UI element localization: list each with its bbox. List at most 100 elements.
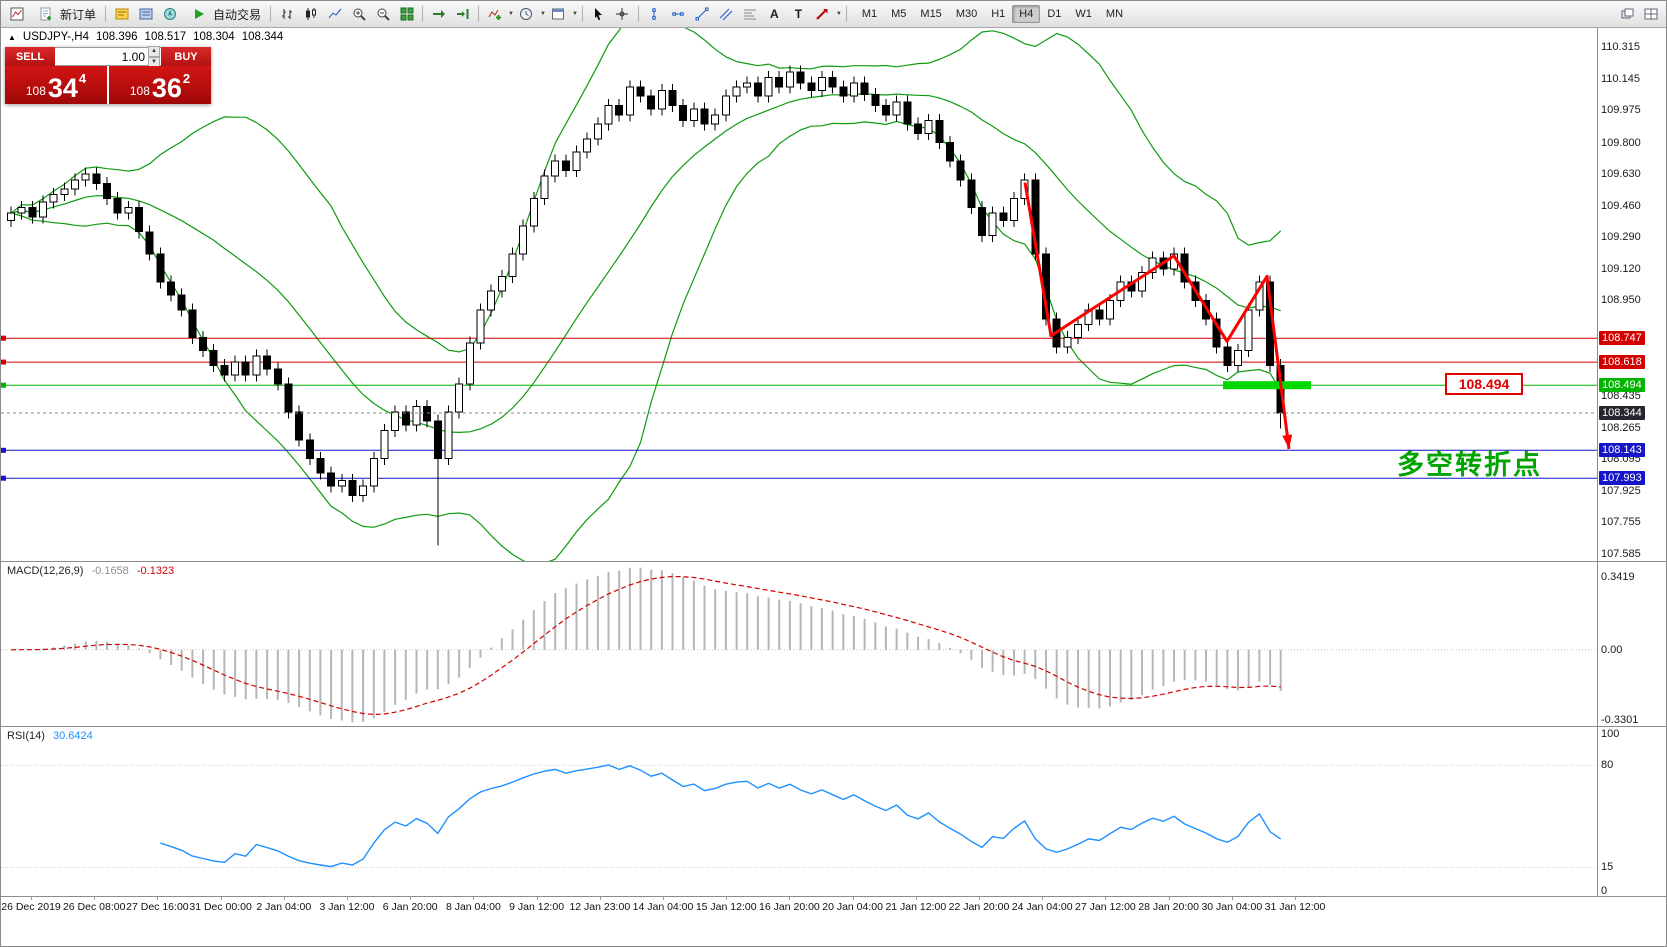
symbol-name: USDJPY-,H4 bbox=[22, 31, 89, 43]
turning-point-annotation[interactable]: 多空转折点 bbox=[1397, 450, 1542, 480]
market-watch-icon[interactable] bbox=[110, 4, 133, 25]
time-label: 15 Jan 12:00 bbox=[695, 901, 757, 913]
rsi-panel-canvas[interactable] bbox=[1, 727, 1597, 896]
time-label: 9 Jan 12:00 bbox=[509, 901, 565, 913]
axis-price-label: 109.120 bbox=[1601, 263, 1641, 275]
dropdown-caret-icon[interactable]: ▼ bbox=[835, 11, 842, 17]
axis-price-label: 107.585 bbox=[1601, 548, 1641, 560]
vertical-line-icon[interactable] bbox=[643, 4, 666, 25]
new-order-label: 新订单 bbox=[60, 7, 97, 22]
timeframe-m15-button[interactable]: M15 bbox=[920, 8, 942, 20]
price-tag-annotation[interactable]: 108.494 bbox=[1445, 373, 1523, 395]
timeframe-m1-button[interactable]: M1 bbox=[861, 8, 878, 20]
time-tick bbox=[220, 897, 222, 900]
fibonacci-icon[interactable] bbox=[739, 4, 762, 25]
axis-price-label: 109.975 bbox=[1601, 104, 1641, 116]
macd-panel-canvas[interactable] bbox=[1, 562, 1597, 726]
indicators-icon[interactable] bbox=[483, 4, 506, 25]
auto-trading-icon bbox=[187, 4, 210, 25]
crosshair-icon[interactable] bbox=[611, 4, 634, 25]
volume-up-arrow-icon[interactable]: ▲ bbox=[148, 45, 160, 57]
time-label: 2 Jan 04:00 bbox=[256, 901, 312, 913]
axis-price-label: 108.265 bbox=[1601, 422, 1641, 434]
label-tool-icon[interactable]: T bbox=[794, 7, 803, 21]
zoom-in-icon[interactable] bbox=[347, 4, 370, 25]
sell-button[interactable]: SELL bbox=[5, 47, 55, 66]
dropdown-caret-icon[interactable]: ▼ bbox=[539, 11, 546, 17]
trend-arrow-line[interactable] bbox=[1023, 182, 1291, 450]
timeframe-h1-button[interactable]: H1 bbox=[991, 8, 1006, 20]
price-label-108.747: 108.747 bbox=[1599, 331, 1645, 345]
buy-price-point: 2 bbox=[182, 71, 191, 86]
auto-trading-button[interactable]: 自动交易 bbox=[182, 3, 266, 26]
windows-tile-icon[interactable] bbox=[1639, 4, 1662, 25]
current-price-label: 108.344 bbox=[1599, 406, 1645, 420]
bollinger-bands bbox=[10, 27, 1282, 561]
chart-shift-icon[interactable] bbox=[451, 4, 474, 25]
periods-icon[interactable] bbox=[515, 4, 538, 25]
time-label: 6 Jan 20:00 bbox=[382, 901, 438, 913]
line-chart-icon[interactable] bbox=[323, 4, 346, 25]
auto-scroll-icon[interactable] bbox=[427, 4, 450, 25]
support-zone-highlight[interactable] bbox=[1223, 381, 1311, 390]
pane-separator[interactable] bbox=[1, 726, 1666, 727]
tile-windows-icon[interactable] bbox=[395, 4, 418, 25]
timeframe-w1-button[interactable]: W1 bbox=[1075, 8, 1092, 20]
new-order-button[interactable]: 新订单 bbox=[29, 3, 101, 26]
rsi-scale-label: 15 bbox=[1601, 861, 1614, 873]
templates-icon[interactable] bbox=[547, 4, 570, 25]
zoom-out-icon[interactable] bbox=[371, 4, 394, 25]
buy-price-button[interactable]: 108 36 2 bbox=[109, 66, 211, 104]
buy-price-pips: 36 bbox=[151, 73, 182, 103]
symbol-ohlc-header: ▲ USDJPY-,H4 108.396 108.517 108.304 108… bbox=[8, 31, 283, 43]
toolbar-separator bbox=[581, 6, 583, 22]
time-tick bbox=[1042, 897, 1044, 900]
time-tick bbox=[1105, 897, 1107, 900]
timeframe-m30-button[interactable]: M30 bbox=[955, 8, 978, 20]
bar-chart-icon[interactable] bbox=[275, 4, 298, 25]
time-label: 27 Jan 12:00 bbox=[1075, 901, 1136, 913]
macd-main-value: -0.1658 bbox=[91, 565, 129, 577]
sell-price-button[interactable]: 108 34 4 bbox=[5, 66, 107, 104]
axis-price-label: 109.460 bbox=[1601, 200, 1641, 212]
channel-icon[interactable] bbox=[715, 4, 738, 25]
data-window-icon[interactable] bbox=[134, 4, 157, 25]
dropdown-caret-icon[interactable]: ▼ bbox=[571, 11, 578, 17]
trendline-icon[interactable] bbox=[691, 4, 714, 25]
dropdown-caret-icon[interactable]: ▼ bbox=[508, 11, 514, 17]
timeframe-mn-button[interactable]: MN bbox=[1105, 8, 1124, 20]
toolbar-separator bbox=[478, 6, 480, 22]
volume-spinner[interactable]: 1.00 ▲ ▼ bbox=[55, 45, 161, 68]
time-label: 26 Dec 2019 bbox=[1, 901, 61, 913]
timeframe-h4-button[interactable]: H4 bbox=[1012, 5, 1041, 23]
windows-cascade-icon[interactable] bbox=[1615, 4, 1638, 25]
pane-separator[interactable] bbox=[1, 561, 1666, 562]
main-chart-canvas[interactable] bbox=[1, 27, 1597, 561]
navigator-icon[interactable] bbox=[158, 4, 181, 25]
time-label: 24 Jan 04:00 bbox=[1011, 901, 1073, 913]
buy-button[interactable]: BUY bbox=[161, 47, 211, 66]
axis-price-label: 108.435 bbox=[1601, 390, 1641, 402]
ohlc-open: 108.396 bbox=[95, 31, 138, 43]
timeframe-d1-button[interactable]: D1 bbox=[1047, 8, 1062, 20]
axis-price-label: 110.315 bbox=[1601, 41, 1640, 53]
cursor-icon[interactable] bbox=[587, 4, 610, 25]
candlestick-chart-icon[interactable] bbox=[299, 4, 322, 25]
rsi-name: RSI(14) bbox=[7, 730, 45, 742]
axis-price-label: 109.800 bbox=[1601, 137, 1641, 149]
time-tick bbox=[979, 897, 980, 900]
pane-separator bbox=[1, 896, 1666, 897]
time-tick bbox=[94, 897, 96, 900]
arrows-tool-icon[interactable] bbox=[811, 4, 834, 25]
axis-price-label: 107.925 bbox=[1601, 485, 1641, 497]
time-label: 3 Jan 12:00 bbox=[319, 901, 375, 913]
volume-value: 1.00 bbox=[121, 49, 145, 64]
time-tick bbox=[31, 897, 32, 900]
macd-scale-label: -0.3301 bbox=[1601, 714, 1639, 726]
horizontal-line-icon[interactable] bbox=[667, 4, 690, 25]
timeframe-m5-button[interactable]: M5 bbox=[891, 8, 907, 20]
time-axis[interactable]: 26 Dec 2019 26 Dec 08:00 27 Dec 16:00 31 De… bbox=[1, 897, 1596, 917]
price-axis-separator bbox=[1597, 27, 1598, 897]
text-tool-icon[interactable]: A bbox=[770, 7, 779, 21]
